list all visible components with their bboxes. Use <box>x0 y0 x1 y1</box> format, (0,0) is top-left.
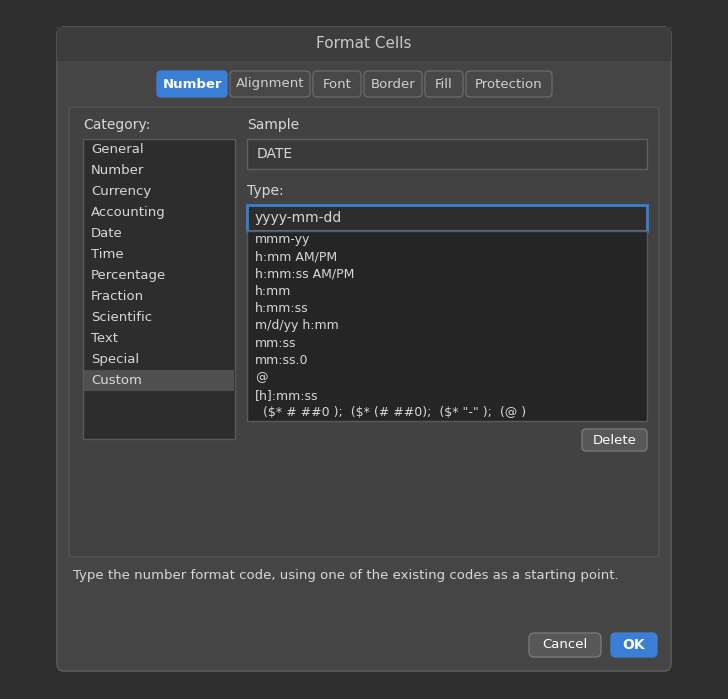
Text: h:mm: h:mm <box>255 285 291 298</box>
Bar <box>83 139 235 439</box>
Text: DATE: DATE <box>257 147 293 161</box>
Bar <box>84 370 234 391</box>
Text: Alignment: Alignment <box>236 78 304 90</box>
Bar <box>247 231 647 421</box>
Bar <box>247 231 647 421</box>
Bar <box>247 231 647 421</box>
Text: Accounting: Accounting <box>91 206 166 219</box>
Text: mmm-yy: mmm-yy <box>255 233 310 246</box>
Bar <box>247 231 647 421</box>
Bar <box>247 139 647 169</box>
FancyBboxPatch shape <box>529 633 601 657</box>
Text: Type the number format code, using one of the existing codes as a starting point: Type the number format code, using one o… <box>73 568 619 582</box>
Bar <box>247 205 647 231</box>
Text: yyyy-mm-dd: yyyy-mm-dd <box>255 211 342 225</box>
Bar <box>247 231 647 421</box>
FancyBboxPatch shape <box>582 429 647 451</box>
Text: Percentage: Percentage <box>91 269 166 282</box>
Text: Delete: Delete <box>593 433 636 447</box>
Text: Currency: Currency <box>91 185 151 198</box>
FancyBboxPatch shape <box>69 107 659 557</box>
FancyBboxPatch shape <box>466 71 552 97</box>
Text: mm:ss.0: mm:ss.0 <box>255 354 309 367</box>
Text: h:mm:ss AM/PM: h:mm:ss AM/PM <box>255 268 355 281</box>
FancyBboxPatch shape <box>313 71 361 97</box>
Bar <box>247 231 647 421</box>
Text: Time: Time <box>91 248 124 261</box>
Text: Fill: Fill <box>435 78 453 90</box>
Text: Text: Text <box>91 332 118 345</box>
Text: Protection: Protection <box>475 78 543 90</box>
Text: Cancel: Cancel <box>542 638 587 651</box>
Text: Date: Date <box>91 227 123 240</box>
FancyBboxPatch shape <box>364 71 422 97</box>
Bar <box>247 231 647 421</box>
Text: Border: Border <box>371 78 416 90</box>
FancyBboxPatch shape <box>611 633 657 657</box>
Text: Sample: Sample <box>247 118 299 132</box>
Text: m/d/yy h:mm: m/d/yy h:mm <box>255 319 339 333</box>
Text: Special: Special <box>91 353 139 366</box>
Text: mm:ss: mm:ss <box>255 337 296 350</box>
Bar <box>247 231 647 421</box>
Bar <box>57 27 671 61</box>
Bar <box>247 231 647 421</box>
Text: Fraction: Fraction <box>91 290 144 303</box>
Text: General: General <box>91 143 143 156</box>
Text: Number: Number <box>91 164 144 177</box>
Text: h:mm:ss: h:mm:ss <box>255 302 309 315</box>
Text: Number: Number <box>162 78 222 90</box>
Text: Scientific: Scientific <box>91 311 152 324</box>
Text: h:mm AM/PM: h:mm AM/PM <box>255 250 337 264</box>
FancyBboxPatch shape <box>425 71 463 97</box>
Text: ($* # ##0 );  ($* (# ##0);  ($* "-" );  (@ ): ($* # ##0 ); ($* (# ##0); ($* "-" ); (@ … <box>255 406 526 419</box>
Bar <box>247 231 647 421</box>
Bar <box>247 231 647 421</box>
Text: Type:: Type: <box>247 184 284 198</box>
Text: Custom: Custom <box>91 374 142 387</box>
Bar <box>247 231 647 421</box>
Text: [h]:mm:ss: [h]:mm:ss <box>255 389 319 402</box>
FancyBboxPatch shape <box>230 71 310 97</box>
FancyBboxPatch shape <box>157 71 227 97</box>
Text: Category:: Category: <box>83 118 151 132</box>
Text: OK: OK <box>622 638 645 652</box>
Text: @: @ <box>255 371 267 384</box>
FancyBboxPatch shape <box>57 27 671 671</box>
Text: Font: Font <box>323 78 352 90</box>
Text: Format Cells: Format Cells <box>316 36 412 52</box>
